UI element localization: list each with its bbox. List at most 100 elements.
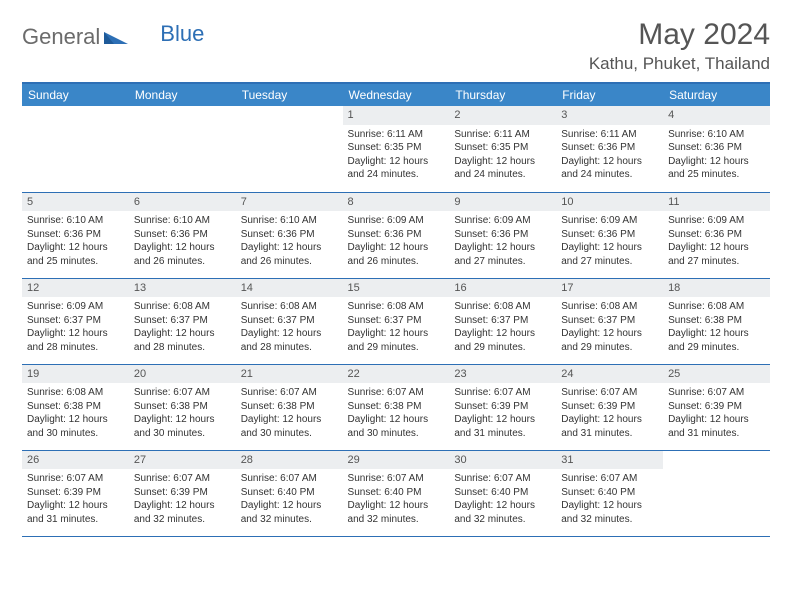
day-number: 6	[129, 193, 236, 212]
daylight-line: Daylight: 12 hours and 27 minutes.	[668, 241, 765, 268]
day-number: 23	[449, 365, 556, 384]
sunset-line: Sunset: 6:36 PM	[561, 141, 658, 155]
calendar-cell: 13Sunrise: 6:08 AMSunset: 6:37 PMDayligh…	[129, 278, 236, 364]
day-number: 13	[129, 279, 236, 298]
daylight-line: Daylight: 12 hours and 25 minutes.	[668, 155, 765, 182]
calendar-cell: 30Sunrise: 6:07 AMSunset: 6:40 PMDayligh…	[449, 450, 556, 536]
calendar-cell: 16Sunrise: 6:08 AMSunset: 6:37 PMDayligh…	[449, 278, 556, 364]
sunrise-line: Sunrise: 6:11 AM	[348, 128, 445, 142]
weekday-header: Monday	[129, 83, 236, 106]
daylight-line: Daylight: 12 hours and 31 minutes.	[668, 413, 765, 440]
sunrise-line: Sunrise: 6:07 AM	[348, 472, 445, 486]
day-details: Sunrise: 6:07 AMSunset: 6:38 PMDaylight:…	[343, 383, 450, 443]
day-details: Sunrise: 6:08 AMSunset: 6:37 PMDaylight:…	[343, 297, 450, 357]
sunrise-line: Sunrise: 6:07 AM	[241, 386, 338, 400]
daylight-line: Daylight: 12 hours and 26 minutes.	[348, 241, 445, 268]
sunset-line: Sunset: 6:36 PM	[561, 228, 658, 242]
sunset-line: Sunset: 6:39 PM	[134, 486, 231, 500]
calendar-cell: 1Sunrise: 6:11 AMSunset: 6:35 PMDaylight…	[343, 106, 450, 192]
calendar-cell: 15Sunrise: 6:08 AMSunset: 6:37 PMDayligh…	[343, 278, 450, 364]
day-details: Sunrise: 6:07 AMSunset: 6:40 PMDaylight:…	[236, 469, 343, 529]
daylight-line: Daylight: 12 hours and 32 minutes.	[454, 499, 551, 526]
day-number: 5	[22, 193, 129, 212]
day-details: Sunrise: 6:08 AMSunset: 6:37 PMDaylight:…	[129, 297, 236, 357]
calendar-cell: 21Sunrise: 6:07 AMSunset: 6:38 PMDayligh…	[236, 364, 343, 450]
daylight-line: Daylight: 12 hours and 31 minutes.	[561, 413, 658, 440]
sunrise-line: Sunrise: 6:07 AM	[348, 386, 445, 400]
weekday-header: Tuesday	[236, 83, 343, 106]
header: General Blue May 2024 Kathu, Phuket, Tha…	[22, 18, 770, 74]
sunset-line: Sunset: 6:39 PM	[561, 400, 658, 414]
sunrise-line: Sunrise: 6:07 AM	[668, 386, 765, 400]
month-title: May 2024	[589, 18, 770, 52]
day-number: 12	[22, 279, 129, 298]
weekday-header: Friday	[556, 83, 663, 106]
day-number: 18	[663, 279, 770, 298]
calendar-cell: 25Sunrise: 6:07 AMSunset: 6:39 PMDayligh…	[663, 364, 770, 450]
logo-word-1: General	[22, 24, 100, 50]
weekday-header: Sunday	[22, 83, 129, 106]
day-number: 9	[449, 193, 556, 212]
daylight-line: Daylight: 12 hours and 30 minutes.	[27, 413, 124, 440]
calendar-cell: .	[129, 106, 236, 192]
day-details: Sunrise: 6:07 AMSunset: 6:40 PMDaylight:…	[343, 469, 450, 529]
calendar-cell: 19Sunrise: 6:08 AMSunset: 6:38 PMDayligh…	[22, 364, 129, 450]
day-number: 20	[129, 365, 236, 384]
sunset-line: Sunset: 6:35 PM	[454, 141, 551, 155]
daylight-line: Daylight: 12 hours and 31 minutes.	[27, 499, 124, 526]
daylight-line: Daylight: 12 hours and 25 minutes.	[27, 241, 124, 268]
day-number: 16	[449, 279, 556, 298]
day-number: 11	[663, 193, 770, 212]
daylight-line: Daylight: 12 hours and 24 minutes.	[454, 155, 551, 182]
sunrise-line: Sunrise: 6:07 AM	[134, 472, 231, 486]
day-details: Sunrise: 6:07 AMSunset: 6:38 PMDaylight:…	[236, 383, 343, 443]
sunset-line: Sunset: 6:36 PM	[454, 228, 551, 242]
sunrise-line: Sunrise: 6:07 AM	[27, 472, 124, 486]
sunset-line: Sunset: 6:36 PM	[668, 228, 765, 242]
day-number: 28	[236, 451, 343, 470]
day-details: Sunrise: 6:09 AMSunset: 6:36 PMDaylight:…	[556, 211, 663, 271]
daylight-line: Daylight: 12 hours and 32 minutes.	[348, 499, 445, 526]
sunset-line: Sunset: 6:38 PM	[348, 400, 445, 414]
daylight-line: Daylight: 12 hours and 30 minutes.	[134, 413, 231, 440]
day-details: Sunrise: 6:08 AMSunset: 6:37 PMDaylight:…	[236, 297, 343, 357]
sunrise-line: Sunrise: 6:08 AM	[348, 300, 445, 314]
sunrise-line: Sunrise: 6:10 AM	[241, 214, 338, 228]
sunset-line: Sunset: 6:37 PM	[454, 314, 551, 328]
daylight-line: Daylight: 12 hours and 27 minutes.	[561, 241, 658, 268]
sunset-line: Sunset: 6:38 PM	[27, 400, 124, 414]
sunrise-line: Sunrise: 6:07 AM	[241, 472, 338, 486]
calendar-cell: 5Sunrise: 6:10 AMSunset: 6:36 PMDaylight…	[22, 192, 129, 278]
sunset-line: Sunset: 6:40 PM	[454, 486, 551, 500]
calendar-cell: 17Sunrise: 6:08 AMSunset: 6:37 PMDayligh…	[556, 278, 663, 364]
calendar-cell: .	[236, 106, 343, 192]
calendar-cell: 4Sunrise: 6:10 AMSunset: 6:36 PMDaylight…	[663, 106, 770, 192]
sunset-line: Sunset: 6:39 PM	[454, 400, 551, 414]
day-details: Sunrise: 6:08 AMSunset: 6:38 PMDaylight:…	[663, 297, 770, 357]
sunset-line: Sunset: 6:37 PM	[348, 314, 445, 328]
sunrise-line: Sunrise: 6:08 AM	[668, 300, 765, 314]
day-details: Sunrise: 6:10 AMSunset: 6:36 PMDaylight:…	[663, 125, 770, 185]
calendar-week: 5Sunrise: 6:10 AMSunset: 6:36 PMDaylight…	[22, 192, 770, 278]
calendar-cell: 12Sunrise: 6:09 AMSunset: 6:37 PMDayligh…	[22, 278, 129, 364]
day-number: 21	[236, 365, 343, 384]
sunrise-line: Sunrise: 6:07 AM	[134, 386, 231, 400]
day-details: Sunrise: 6:07 AMSunset: 6:40 PMDaylight:…	[449, 469, 556, 529]
calendar-cell: 2Sunrise: 6:11 AMSunset: 6:35 PMDaylight…	[449, 106, 556, 192]
sunset-line: Sunset: 6:37 PM	[134, 314, 231, 328]
daylight-line: Daylight: 12 hours and 29 minutes.	[668, 327, 765, 354]
day-number: 8	[343, 193, 450, 212]
calendar-cell: .	[663, 450, 770, 536]
day-number: 2	[449, 106, 556, 125]
weekday-header: Saturday	[663, 83, 770, 106]
day-details: Sunrise: 6:11 AMSunset: 6:36 PMDaylight:…	[556, 125, 663, 185]
daylight-line: Daylight: 12 hours and 32 minutes.	[561, 499, 658, 526]
daylight-line: Daylight: 12 hours and 24 minutes.	[561, 155, 658, 182]
logo: General Blue	[22, 24, 204, 50]
day-number: 30	[449, 451, 556, 470]
sunrise-line: Sunrise: 6:08 AM	[27, 386, 124, 400]
sunset-line: Sunset: 6:38 PM	[668, 314, 765, 328]
sunrise-line: Sunrise: 6:11 AM	[561, 128, 658, 142]
sunrise-line: Sunrise: 6:07 AM	[454, 386, 551, 400]
sunrise-line: Sunrise: 6:09 AM	[348, 214, 445, 228]
